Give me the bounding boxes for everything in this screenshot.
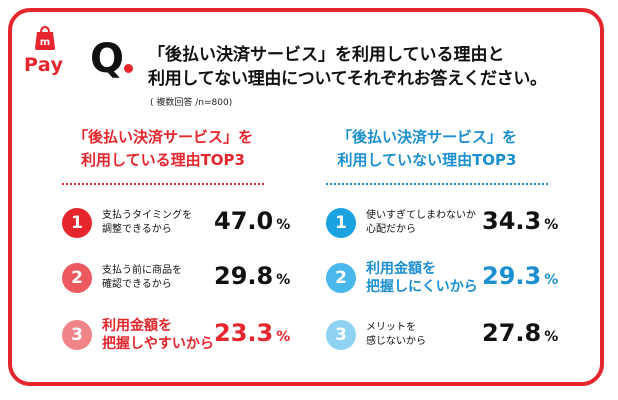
right-item-2: 2 利用金額を 把握しにくいから 29.3% (326, 261, 562, 297)
right-title-line-1: 「後払い決済サービス」を (336, 128, 517, 146)
question-line-1: 「後払い決済サービス」を利用している理由と (148, 45, 505, 65)
left-item-3: 3 利用金額を 把握しやすいから 23.3% (62, 318, 292, 354)
rank-badge: 3 (62, 320, 92, 350)
percentage-value: 29.3% (482, 262, 559, 290)
card-frame (8, 8, 604, 386)
left-item-1: 1 支払うタイミングを 調整できるから 47.0% (62, 206, 292, 242)
q-mark: Q (90, 36, 125, 82)
right-item-1: 1 使いすぎてしまわないか 心配だから 34.3% (326, 206, 562, 242)
rank-badge: 1 (62, 208, 92, 238)
q-dot (124, 64, 133, 73)
reason-label: 利用金額を 把握しやすいから (102, 318, 214, 352)
reason-label: 利用金額を 把握しにくいから (366, 261, 478, 295)
rank-badge: 3 (326, 320, 356, 350)
reason-label: メリットを 感じないから (366, 322, 426, 347)
logo-bag-icon: m (35, 26, 55, 50)
rank-badge: 2 (62, 263, 92, 293)
reason-label: 使いすぎてしまわないか 心配だから (366, 210, 476, 235)
percentage-value: 34.3% (482, 207, 559, 235)
svg-text:m: m (40, 37, 50, 48)
reason-label: 支払う前に商品を 確認できるから (102, 265, 182, 290)
question-note: ( 複数回答 /n=800) (150, 98, 233, 108)
right-column-title: 「後払い決済サービス」を 利用していない理由TOP3 (322, 126, 532, 172)
left-divider (62, 183, 264, 185)
logo-text: Pay (24, 54, 64, 76)
reason-label: 支払うタイミングを 調整できるから (102, 210, 192, 235)
left-title-line-2: 利用している理由TOP3 (81, 151, 245, 169)
rank-badge: 2 (326, 263, 356, 293)
left-column-title: 「後払い決済サービス」を 利用している理由TOP3 (58, 126, 268, 172)
percentage-value: 47.0% (214, 207, 291, 235)
right-item-3: 3 メリットを 感じないから 27.8% (326, 318, 562, 354)
left-item-2: 2 支払う前に商品を 確認できるから 29.8% (62, 261, 292, 297)
question-line-2: 利用してない理由についてそれぞれお答えください。 (148, 69, 547, 89)
percentage-value: 23.3% (214, 319, 291, 347)
right-divider (326, 183, 548, 185)
percentage-value: 29.8% (214, 262, 291, 290)
right-title-line-2: 利用していない理由TOP3 (337, 151, 517, 169)
left-title-line-1: 「後払い決済サービス」を (72, 128, 253, 146)
rank-badge: 1 (326, 208, 356, 238)
percentage-value: 27.8% (482, 319, 559, 347)
